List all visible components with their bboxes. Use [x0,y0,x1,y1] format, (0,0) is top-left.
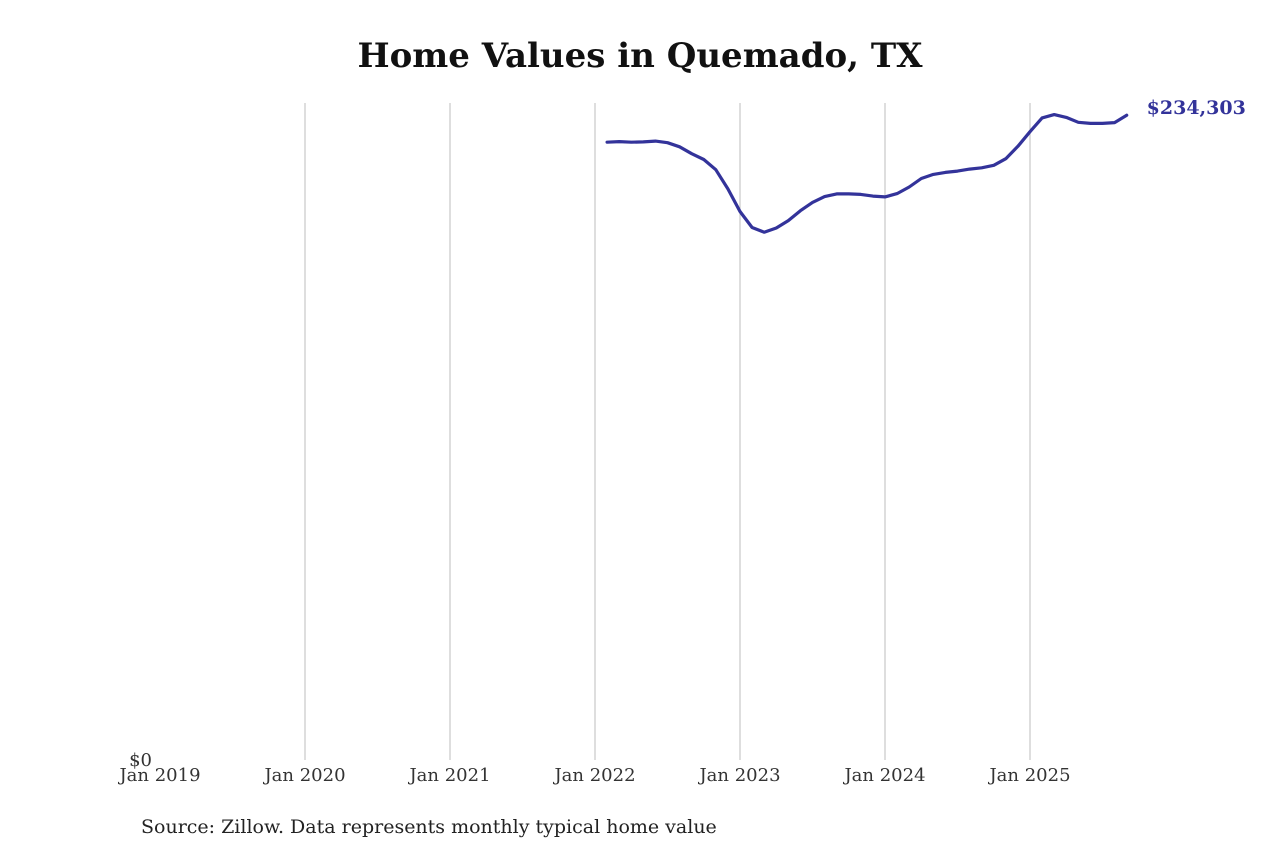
x-tick-label: Jan 2021 [407,765,490,786]
axis-labels: Jan 2019 Jan 2020 Jan 2021 Jan 2022 Jan 2023… [117,97,1245,786]
x-tick-label: Jan 2023 [697,765,780,786]
source-note: Source: Zillow. Data represents monthly … [141,816,717,838]
gridlines [304,103,1031,760]
x-tick-label: Jan 2024 [842,765,925,786]
x-tick-label: Jan 2020 [262,765,345,786]
chart-title: Home Values in Quemado, TX [357,36,923,76]
x-tick-label: Jan 2025 [987,765,1070,786]
end-value-label: $234,303 [1147,97,1246,119]
series-line-group [605,113,1129,234]
x-tick-label: Jan 2022 [552,765,635,786]
y-tick-label: $0 [129,750,152,771]
x-tick-label: Jan 2019 [117,765,200,786]
series-line [605,113,1129,234]
